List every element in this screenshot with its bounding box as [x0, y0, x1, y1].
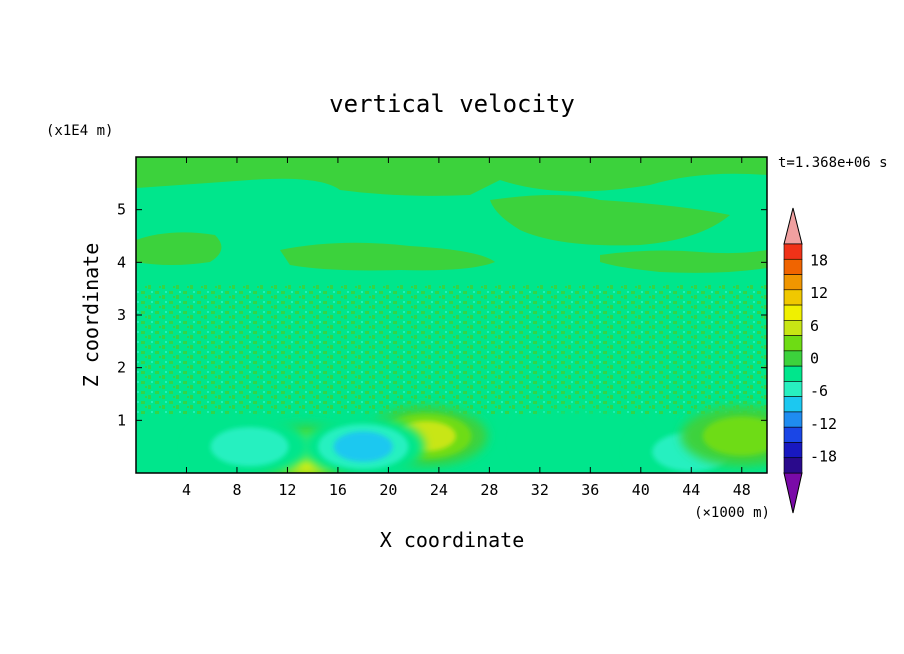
colorbar-band: [783, 274, 803, 291]
mid-blob: [280, 242, 495, 271]
colorbar-tick-label: -12: [810, 415, 837, 433]
plot-field: [136, 157, 767, 473]
y-axis: 1 2 3 4 5: [117, 201, 767, 429]
feature-contour: [702, 416, 767, 456]
colorbar-band: [783, 335, 803, 352]
feature-layer: [188, 406, 767, 473]
x-tick-label: 48: [733, 481, 751, 499]
colorbar-band: [783, 442, 803, 459]
colorbar-band: [783, 426, 803, 443]
colorbar-bottom-arrow: [783, 472, 803, 514]
colorbar: 18 12 6 0 -6 -12 -18: [783, 207, 837, 514]
colorbar-band: [783, 243, 803, 260]
colorbar-band: [783, 350, 803, 367]
upper-band: [136, 157, 767, 196]
mid-blob-right: [600, 250, 767, 273]
x-tick-label: 44: [682, 481, 700, 499]
x-tick-label: 20: [379, 481, 397, 499]
y-tick-label: 2: [117, 359, 126, 377]
colorbar-band: [783, 457, 803, 474]
x-tick-label: 40: [632, 481, 650, 499]
colorbar-band: [783, 304, 803, 321]
x-tick-label: 24: [430, 481, 448, 499]
x-tick-label: 36: [581, 481, 599, 499]
y-axis-label: Z coordinate: [79, 243, 103, 388]
colorbar-band: [783, 411, 803, 428]
x-tick-label: 8: [232, 481, 241, 499]
colorbar-tick-label: 0: [810, 350, 819, 368]
feature-contour: [210, 427, 289, 467]
colorbar-tick-label: 12: [810, 284, 828, 302]
y-unit-label: (x1E4 m): [46, 123, 113, 139]
y-tick-label: 5: [117, 201, 126, 219]
colorbar-tick-label: 6: [810, 317, 819, 335]
colorbar-band: [783, 365, 803, 382]
feature-contour: [516, 411, 639, 472]
colorbar-band: [783, 396, 803, 413]
upper-blob-left: [136, 232, 222, 265]
upper-blob-right: [490, 195, 730, 246]
colorbar-tick-label: -6: [810, 382, 828, 400]
turbulent-layer: [136, 285, 767, 415]
time-label: t=1.368e+06 s: [778, 155, 888, 171]
x-tick-label: 32: [531, 481, 549, 499]
colorbar-tick-label: 18: [810, 251, 828, 269]
colorbar-band: [783, 320, 803, 336]
colorbar-band: [783, 258, 803, 275]
x-tick-label: 28: [480, 481, 498, 499]
x-axis: 4 8 12 16 20 24 28 32 36 40 44 48: [182, 157, 751, 499]
x-unit-label: (×1000 m): [694, 505, 770, 521]
chart-title: vertical velocity: [329, 90, 575, 118]
x-tick-label: 4: [182, 481, 191, 499]
colorbar-tick-label: -18: [810, 448, 837, 466]
colorbar-band: [783, 289, 803, 306]
y-tick-label: 4: [117, 253, 126, 271]
y-tick-label: 1: [117, 411, 126, 429]
y-tick-label: 3: [117, 306, 126, 324]
x-axis-label: X coordinate: [380, 528, 525, 552]
x-tick-label: 16: [329, 481, 347, 499]
feature-contour: [333, 431, 393, 462]
colorbar-top-arrow: [783, 207, 803, 245]
x-tick-label: 12: [278, 481, 296, 499]
colorbar-band: [783, 381, 803, 397]
